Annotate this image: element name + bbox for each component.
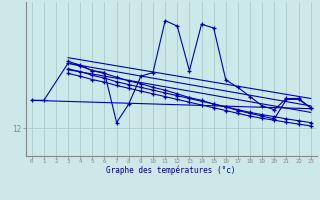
X-axis label: Graphe des températures (°c): Graphe des températures (°c) <box>107 166 236 175</box>
